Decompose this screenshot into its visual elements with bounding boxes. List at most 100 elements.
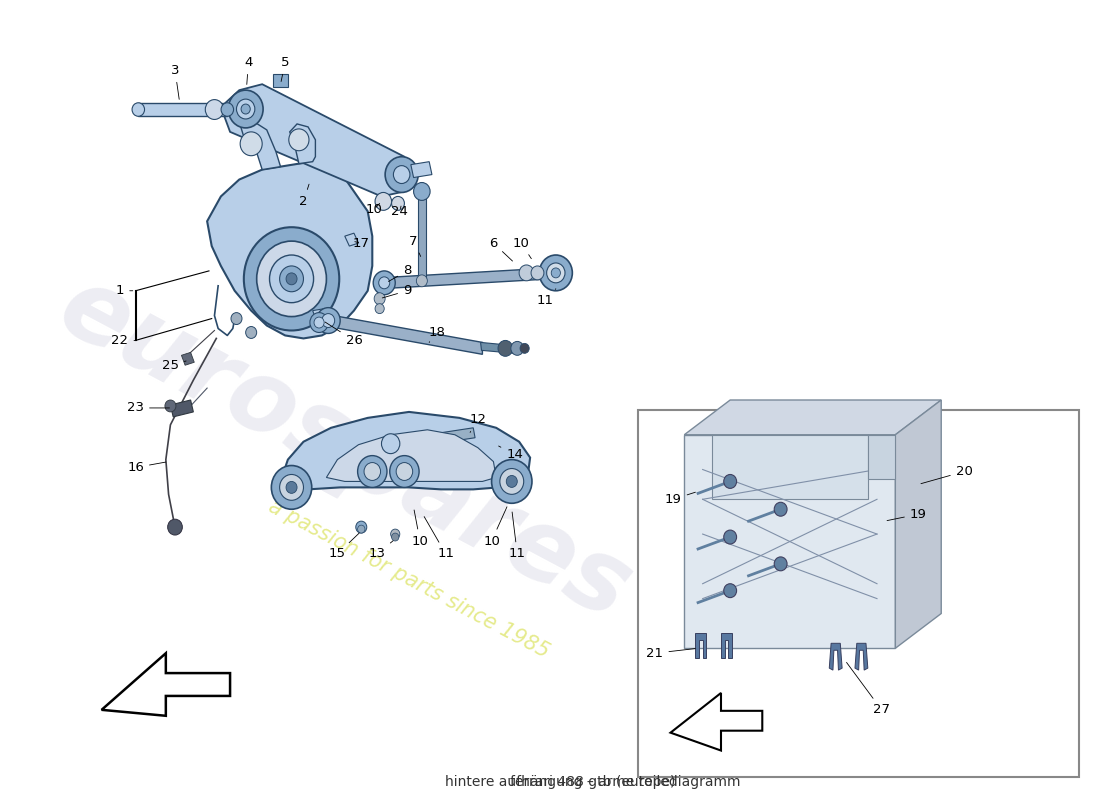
Text: 10: 10: [483, 507, 507, 547]
Text: ferrari 488 gtb (europe): ferrari 488 gtb (europe): [509, 775, 675, 790]
Circle shape: [724, 584, 737, 598]
Circle shape: [499, 469, 524, 494]
Text: 24: 24: [392, 205, 408, 218]
Circle shape: [314, 317, 324, 328]
Text: 10: 10: [513, 237, 531, 258]
Circle shape: [310, 313, 328, 333]
Polygon shape: [684, 400, 942, 434]
Polygon shape: [868, 434, 895, 479]
Text: 27: 27: [847, 662, 890, 716]
Polygon shape: [695, 634, 706, 658]
Circle shape: [551, 268, 560, 278]
Circle shape: [378, 277, 389, 289]
Circle shape: [390, 529, 399, 539]
Polygon shape: [395, 428, 475, 450]
Circle shape: [498, 341, 513, 356]
Circle shape: [286, 482, 297, 494]
Polygon shape: [410, 162, 432, 178]
Polygon shape: [481, 342, 515, 354]
Text: 13: 13: [368, 541, 393, 561]
Circle shape: [416, 275, 428, 286]
Text: 10: 10: [411, 510, 429, 547]
Circle shape: [375, 193, 392, 210]
Circle shape: [240, 132, 262, 156]
Text: 15: 15: [329, 533, 360, 561]
Text: 11: 11: [537, 289, 556, 307]
Circle shape: [279, 474, 304, 500]
Polygon shape: [829, 643, 843, 670]
Circle shape: [506, 475, 517, 487]
Circle shape: [392, 533, 399, 541]
Text: 9: 9: [383, 284, 411, 298]
Circle shape: [355, 521, 366, 533]
Circle shape: [322, 314, 334, 327]
Circle shape: [272, 466, 311, 510]
Polygon shape: [289, 124, 316, 164]
Polygon shape: [312, 309, 328, 322]
Polygon shape: [207, 162, 372, 338]
Circle shape: [520, 343, 529, 354]
Text: 18: 18: [428, 326, 446, 342]
Text: 11: 11: [509, 512, 526, 561]
Circle shape: [774, 502, 788, 516]
Circle shape: [374, 293, 385, 305]
Circle shape: [165, 400, 176, 412]
Circle shape: [228, 90, 263, 128]
Circle shape: [519, 265, 534, 281]
Polygon shape: [895, 400, 942, 648]
Text: 19: 19: [664, 492, 695, 506]
Polygon shape: [344, 233, 359, 246]
Text: 21: 21: [647, 646, 695, 660]
Circle shape: [221, 102, 233, 116]
Circle shape: [289, 129, 309, 150]
Text: 16: 16: [128, 461, 166, 474]
Circle shape: [241, 104, 251, 114]
Text: 4: 4: [244, 56, 253, 85]
Polygon shape: [418, 194, 426, 279]
Circle shape: [279, 266, 304, 292]
Polygon shape: [139, 103, 228, 116]
Polygon shape: [712, 434, 868, 499]
Circle shape: [392, 197, 405, 210]
Circle shape: [231, 313, 242, 325]
Circle shape: [286, 273, 297, 285]
Text: 6: 6: [490, 237, 513, 261]
Polygon shape: [170, 400, 194, 417]
Text: 26: 26: [326, 322, 362, 347]
Polygon shape: [221, 84, 414, 197]
Circle shape: [375, 304, 384, 314]
Text: 22: 22: [111, 334, 135, 347]
Polygon shape: [182, 352, 195, 366]
Circle shape: [382, 434, 399, 454]
Circle shape: [385, 157, 418, 193]
Circle shape: [539, 255, 572, 290]
Text: eurospares: eurospares: [43, 258, 647, 641]
Text: 11: 11: [425, 517, 454, 561]
Circle shape: [206, 100, 223, 119]
Polygon shape: [280, 412, 530, 490]
Text: 5: 5: [280, 56, 289, 82]
Circle shape: [414, 182, 430, 200]
Text: hintere aufhängung – arme teilediagramm: hintere aufhängung – arme teilediagramm: [444, 759, 740, 790]
FancyBboxPatch shape: [638, 410, 1079, 778]
Circle shape: [396, 462, 412, 481]
Text: 20: 20: [921, 465, 972, 484]
Polygon shape: [273, 74, 288, 87]
Circle shape: [364, 462, 381, 481]
Text: 10: 10: [365, 203, 383, 216]
Text: 25: 25: [162, 358, 186, 372]
Circle shape: [389, 456, 419, 487]
Text: 17: 17: [353, 237, 370, 250]
Polygon shape: [684, 434, 895, 648]
Text: 19: 19: [887, 508, 926, 521]
Text: 14: 14: [498, 446, 522, 461]
Polygon shape: [379, 268, 551, 289]
Circle shape: [244, 227, 339, 330]
Polygon shape: [328, 314, 483, 354]
Circle shape: [373, 271, 395, 294]
Text: 8: 8: [388, 265, 411, 282]
Polygon shape: [239, 120, 280, 170]
Circle shape: [394, 166, 410, 183]
Text: 2: 2: [299, 184, 309, 208]
Circle shape: [317, 308, 340, 334]
